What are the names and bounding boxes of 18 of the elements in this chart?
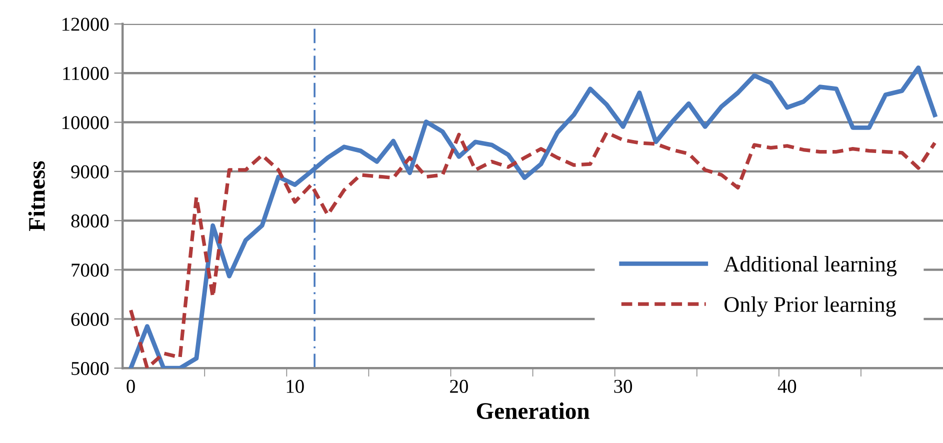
y-tick-label: 11000 (63, 66, 109, 80)
y-axis-title: Fitness (28, 161, 45, 232)
y-tick-label: 10000 (62, 116, 109, 130)
x-tick-label: 10 (286, 380, 304, 393)
x-tick-label: 20 (450, 380, 468, 393)
y-tick-label: 5000 (72, 362, 109, 376)
y-tick-label: 8000 (71, 214, 109, 228)
x-tick-label: 30 (614, 380, 632, 393)
line-series (128, 130, 937, 368)
y-tick-label: 12000 (62, 18, 109, 31)
legend-label: Only Prior learning (724, 296, 896, 317)
x-tick-label: 0 (126, 380, 135, 393)
x-tick-label: 40 (778, 380, 796, 393)
y-tick-label: 9000 (71, 165, 109, 178)
y-tick-label: 6000 (71, 312, 109, 326)
y-tick-label: 7000 (72, 264, 109, 277)
x-axis-title: Generation (476, 402, 590, 420)
legend-label: Additional learning (724, 256, 897, 276)
